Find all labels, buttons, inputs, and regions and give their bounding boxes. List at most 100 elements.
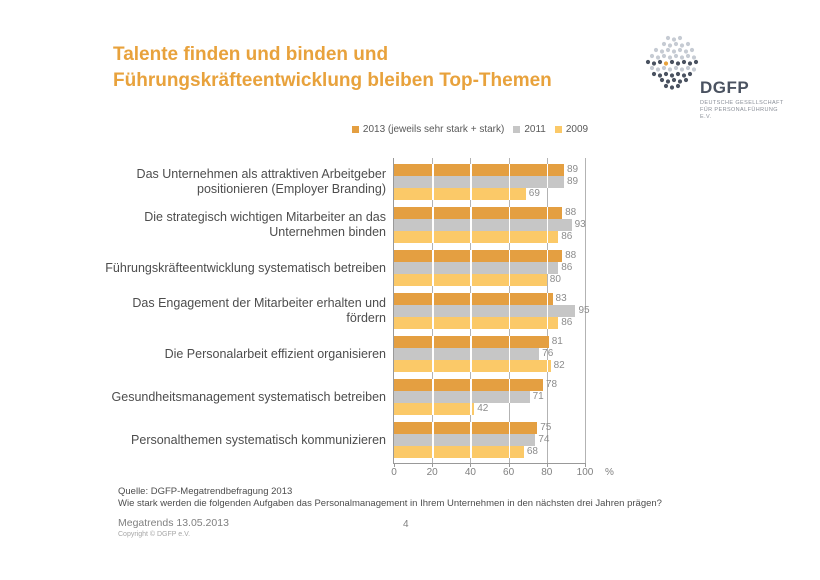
bar-value-label: 42 xyxy=(477,403,489,414)
axis-unit-label: % xyxy=(605,467,614,478)
bar-gridline-notch xyxy=(546,317,549,329)
bar-gridline-notch xyxy=(432,422,434,434)
bar-gridline-notch xyxy=(470,434,472,446)
bar-gridline-notch xyxy=(508,293,511,305)
bar-group: 88 86 80 xyxy=(394,250,585,286)
bar-gridline-notch xyxy=(546,250,549,262)
source-line2: Wie stark werden die folgenden Aufgaben … xyxy=(118,498,662,509)
bar-gridline-notch xyxy=(508,207,511,219)
bar-row: 86 xyxy=(394,317,585,329)
legend-label: 2011 xyxy=(524,124,546,135)
axis-tick-label: 100 xyxy=(576,467,594,478)
bar-row: 83 xyxy=(394,293,585,305)
bar-value-label: 89 xyxy=(566,164,579,175)
source-line1: Quelle: DGFP-Megatrendbefragung 2013 xyxy=(118,486,293,497)
bar-group: 89 89 69 xyxy=(394,164,585,200)
plot-area: 0 20 40 60 80 100% 89 89 69 88 93 86 88 86 80 83 95 86 81… xyxy=(391,158,614,478)
bar-gridline-notch xyxy=(508,274,511,286)
legend-item: 2013 (jeweils sehr stark + stark) xyxy=(351,124,504,135)
bar-gridline-notch xyxy=(508,422,511,434)
category-label: Die Personalarbeit effizient organisiere… xyxy=(164,346,386,361)
copyright-note: Copyright © DGFP e.V. xyxy=(118,531,191,538)
bar-gridline-notch xyxy=(546,164,549,176)
bar-row: 68 xyxy=(394,446,585,458)
bar-2011 xyxy=(394,305,576,317)
bar-gridline-notch xyxy=(546,176,549,188)
bar-gridline-notch xyxy=(508,188,511,200)
bar-gridline-notch xyxy=(432,317,434,329)
dgfp-dot-sphere-icon xyxy=(645,35,699,90)
bar-value-label: 82 xyxy=(553,360,565,371)
legend-swatch-icon xyxy=(513,126,521,133)
legend-swatch-icon xyxy=(351,126,359,133)
bar-row: 78 xyxy=(394,379,585,391)
axis-tick-label: 20 xyxy=(426,467,438,478)
bar-value-label: 86 xyxy=(561,317,573,328)
bar-gridline-notch xyxy=(546,231,549,243)
bar-2009 xyxy=(394,231,559,243)
bar-2013 xyxy=(394,164,564,176)
bar-gridline-notch xyxy=(508,446,511,458)
bar-gridline-notch xyxy=(470,348,472,360)
bar-group: 81 76 82 xyxy=(394,336,585,372)
axis-tick-label: 0 xyxy=(391,467,397,478)
bar-gridline-notch xyxy=(546,305,549,317)
bar-gridline-notch xyxy=(432,348,434,360)
category-label: Die strategisch wichtigen Mitarbeiter an… xyxy=(144,210,386,239)
bar-value-label: 86 xyxy=(561,262,573,273)
bar-gridline-notch xyxy=(470,360,472,372)
bar-gridline-notch xyxy=(546,262,549,274)
bar-gridline-notch xyxy=(470,176,472,188)
bar-gridline-notch xyxy=(432,434,434,446)
category-label: Gesundheitsmanagement systematisch betre… xyxy=(111,389,386,404)
bar-gridline-notch xyxy=(432,188,434,200)
axis-tick xyxy=(508,463,510,467)
bar-gridline-notch xyxy=(470,188,472,200)
bar-gridline-notch xyxy=(508,164,511,176)
bar-value-label: 89 xyxy=(566,176,579,187)
bar-group: 78 71 42 xyxy=(394,379,585,415)
category-label: Das Engagement der Mitarbeiter erhalten … xyxy=(132,296,386,325)
legend-item: 2011 xyxy=(513,124,546,135)
bar-2011 xyxy=(394,434,536,446)
bar-value-label: 95 xyxy=(578,305,590,316)
bar-gridline-notch xyxy=(508,391,511,403)
bar-value-label: 76 xyxy=(542,348,554,359)
bar-row: 74 xyxy=(394,434,585,446)
bar-2009 xyxy=(394,274,547,286)
bar-gridline-notch xyxy=(508,434,511,446)
bar-2013 xyxy=(394,336,549,348)
bar-gridline-notch xyxy=(470,403,472,415)
axis-tick xyxy=(546,463,548,467)
bar-gridline-notch xyxy=(470,219,472,231)
bar-value-label: 78 xyxy=(545,379,558,390)
bar-row: 76 xyxy=(394,348,585,360)
bar-2013 xyxy=(394,293,553,305)
bar-gridline-notch xyxy=(508,317,511,329)
bar-gridline-notch xyxy=(432,250,434,262)
bar-gridline-notch xyxy=(432,176,434,188)
bar-row: 88 xyxy=(394,207,585,219)
bar-2009 xyxy=(394,188,526,200)
bar-gridline-notch xyxy=(470,379,472,391)
bar-2013 xyxy=(394,207,563,219)
legend-swatch-icon xyxy=(554,126,562,133)
bar-value-label: 83 xyxy=(555,293,567,304)
bar-2011 xyxy=(394,219,572,231)
bar-gridline-notch xyxy=(432,379,434,391)
bar-row: 69 xyxy=(394,188,585,200)
bar-chart: Das Unternehmen als attraktiven Arbeitge… xyxy=(105,158,614,478)
axis-tick-label: 60 xyxy=(503,467,515,478)
bar-gridline-notch xyxy=(508,176,511,188)
bar-gridline-notch xyxy=(432,207,434,219)
bar-row: 82 xyxy=(394,360,585,372)
page-number: 4 xyxy=(403,519,409,530)
bar-group: 83 95 86 xyxy=(394,293,590,329)
bar-gridline-notch xyxy=(470,231,472,243)
bar-row: 89 xyxy=(394,176,585,188)
bar-gridline-notch xyxy=(508,379,511,391)
bar-row: 88 xyxy=(394,250,585,262)
bar-value-label: 93 xyxy=(574,219,586,230)
bar-gridline-notch xyxy=(470,336,472,348)
